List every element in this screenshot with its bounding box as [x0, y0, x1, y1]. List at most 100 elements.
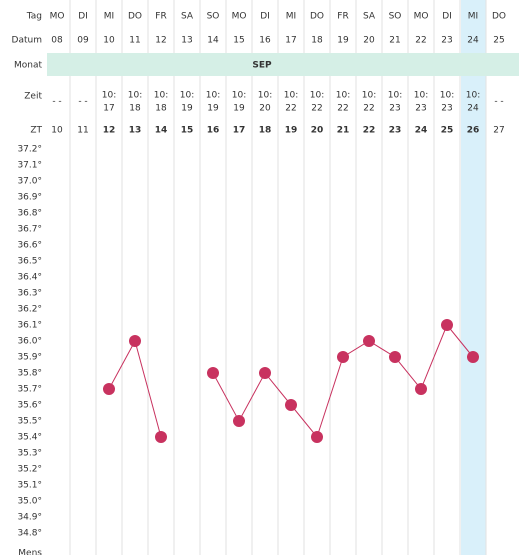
time: 22	[311, 104, 322, 114]
y-tick-label: 36.4°	[17, 273, 42, 283]
cycle-day: 23	[389, 126, 402, 136]
date: 17	[285, 36, 296, 46]
cycle-day: 13	[129, 126, 142, 136]
time: 10:	[102, 91, 116, 101]
row-label: Mens	[18, 549, 42, 555]
date: 15	[233, 36, 244, 46]
y-tick-label: 36.8°	[17, 209, 42, 219]
cycle-day: 25	[441, 126, 454, 136]
y-tick-label: 35.8°	[17, 369, 42, 379]
cycle-day: 10	[51, 126, 63, 136]
y-tick-label: 37.0°	[17, 177, 42, 187]
time: 19	[233, 104, 245, 114]
weekday: FR	[155, 12, 166, 22]
y-tick-label: 35.6°	[17, 401, 42, 411]
temperature-point	[467, 351, 479, 363]
time: 10:	[414, 91, 428, 101]
weekday: DO	[310, 12, 324, 22]
y-tick-label: 35.7°	[17, 385, 42, 395]
weekday: SO	[389, 12, 402, 22]
y-tick-label: 34.8°	[17, 529, 42, 539]
date: 24	[467, 36, 479, 46]
weekday: DI	[78, 12, 88, 22]
y-tick-label: 35.9°	[17, 353, 42, 363]
date: 10	[103, 36, 115, 46]
y-tick-label: 36.5°	[17, 257, 42, 267]
row-label: Zeit	[24, 92, 42, 102]
row-label: ZT	[30, 126, 42, 136]
today-column	[461, 0, 486, 555]
cycle-day: 19	[285, 126, 298, 136]
temperature-point	[441, 319, 453, 331]
time: 18	[129, 104, 141, 114]
time: 10:	[336, 91, 350, 101]
cycle-day: 14	[155, 126, 168, 136]
cycle-day: 17	[233, 126, 246, 136]
time: 10:	[362, 91, 376, 101]
date: 12	[155, 36, 166, 46]
y-tick-label: 36.3°	[17, 289, 42, 299]
weekday: MI	[286, 12, 296, 22]
y-tick-label: 37.2°	[17, 145, 42, 155]
y-tick-label: 37.1°	[17, 161, 42, 171]
cycle-day: 15	[181, 126, 194, 136]
month-label: SEP	[252, 61, 272, 71]
date: 25	[493, 36, 504, 46]
weekday: SA	[363, 12, 376, 22]
time: 19	[181, 104, 193, 114]
y-tick-label: 34.9°	[17, 513, 42, 523]
time: 20	[259, 104, 271, 114]
time: 10:	[232, 91, 246, 101]
time: 10:	[180, 91, 194, 101]
time: - -	[78, 97, 87, 107]
time: - -	[52, 97, 61, 107]
time: 23	[389, 104, 400, 114]
weekday: MO	[232, 12, 247, 22]
weekday: FR	[337, 12, 348, 22]
time: 17	[103, 104, 114, 114]
cycle-day: 22	[363, 126, 376, 136]
temperature-line	[108, 339, 162, 438]
time: 22	[285, 104, 296, 114]
y-tick-label: 36.2°	[17, 305, 42, 315]
date: 21	[389, 36, 400, 46]
cycle-day: 20	[311, 126, 324, 136]
y-tick-label: 35.4°	[17, 433, 42, 443]
date: 09	[77, 36, 89, 46]
temperature-point	[207, 367, 219, 379]
weekday: MO	[50, 12, 65, 22]
weekday: MO	[414, 12, 429, 22]
time: 10:	[440, 91, 454, 101]
temperature-point	[259, 367, 271, 379]
y-tick-label: 35.2°	[17, 465, 42, 475]
y-tick-label: 36.9°	[17, 193, 42, 203]
temperature-point	[311, 431, 323, 443]
date: 16	[259, 36, 271, 46]
time: 19	[207, 104, 219, 114]
cycle-day: 18	[259, 126, 272, 136]
date: 11	[129, 36, 140, 46]
cycle-day: 11	[77, 126, 88, 136]
time: 22	[337, 104, 348, 114]
time: - -	[494, 97, 503, 107]
weekday: MI	[468, 12, 478, 22]
cycle-day: 26	[467, 126, 480, 136]
time: 10:	[388, 91, 402, 101]
cycle-day: 27	[493, 126, 504, 136]
cycle-day: 16	[207, 126, 220, 136]
row-label: Datum	[12, 36, 42, 46]
row-label: Tag	[26, 12, 42, 22]
y-tick-label: 36.1°	[17, 321, 42, 331]
time: 23	[441, 104, 452, 114]
temperature-point	[415, 383, 427, 395]
cycle-day: 24	[415, 126, 428, 136]
time: 10:	[310, 91, 324, 101]
temperature-point	[233, 415, 245, 427]
date: 13	[181, 36, 192, 46]
row-label: Monat	[14, 61, 42, 71]
temperature-point	[103, 383, 115, 395]
time: 10:	[466, 91, 480, 101]
date: 14	[207, 36, 219, 46]
weekday: MI	[104, 12, 114, 22]
